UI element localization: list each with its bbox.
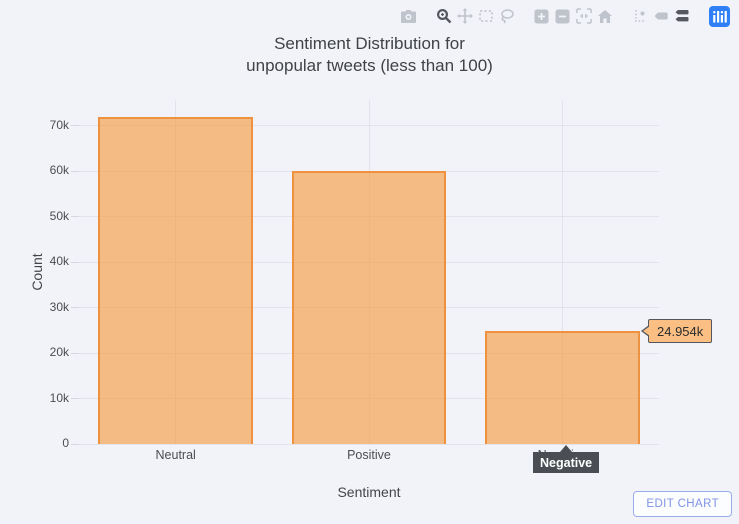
- y-tick-label: 20k: [49, 345, 69, 360]
- zoom-in-icon[interactable]: [531, 5, 552, 27]
- hover-closest-icon[interactable]: [650, 5, 671, 27]
- pan-icon[interactable]: [454, 5, 475, 27]
- y-tick-mark: [71, 352, 79, 354]
- y-tick-mark: [71, 216, 79, 218]
- y-tick-mark: [71, 398, 79, 400]
- zoom-out-icon[interactable]: [552, 5, 573, 27]
- zoom-icon[interactable]: [433, 5, 454, 27]
- y-tick-label: 0: [62, 436, 69, 450]
- bar-neutral[interactable]: [98, 117, 253, 444]
- y-tick-label: 70k: [49, 117, 69, 132]
- lasso-select-icon[interactable]: [496, 5, 517, 27]
- plot-area[interactable]: 010k20k30k40k50k60k70kNeutralPositiveNeg…: [50, 100, 659, 462]
- y-tick-mark: [71, 307, 79, 309]
- y-tick-label: 40k: [49, 254, 69, 269]
- hover-value-text: 24.954k: [657, 323, 704, 339]
- plotly-logo-icon[interactable]: [706, 5, 732, 27]
- y-gridline: [79, 443, 659, 445]
- y-tick-label: 30k: [49, 299, 69, 314]
- x-tick-label: Neutral: [155, 448, 196, 462]
- spikelines-icon[interactable]: [629, 5, 650, 27]
- x-axis-hover-text: Negative: [540, 455, 593, 470]
- chart-title-line1: Sentiment Distribution for: [274, 34, 465, 53]
- bar-positive[interactable]: [291, 170, 447, 444]
- modebar: [398, 5, 732, 27]
- y-tick-mark: [71, 261, 79, 263]
- hover-value-label: 24.954k: [640, 319, 713, 343]
- camera-icon[interactable]: [398, 5, 419, 27]
- y-tick-mark: [71, 170, 79, 172]
- hover-compare-icon[interactable]: [671, 5, 692, 27]
- y-tick-label: 60k: [49, 163, 69, 178]
- x-axis-hover-tooltip: Negative: [533, 445, 600, 473]
- box-select-icon[interactable]: [475, 5, 496, 27]
- x-gridline: [561, 100, 563, 444]
- x-tick-label: Positive: [347, 448, 391, 462]
- autoscale-icon[interactable]: [573, 5, 594, 27]
- y-tick-mark: [71, 443, 79, 445]
- edit-chart-button[interactable]: EDIT CHART: [633, 491, 732, 517]
- y-tick-label: 50k: [49, 208, 69, 223]
- y-tick-label: 10k: [49, 390, 69, 405]
- bar-negative[interactable]: [485, 330, 640, 444]
- reset-axes-icon[interactable]: [594, 5, 615, 27]
- x-axis-title: Sentiment: [337, 484, 401, 500]
- chart-title: Sentiment Distribution for unpopular twe…: [0, 33, 739, 77]
- chart-title-line2: unpopular tweets (less than 100): [246, 56, 493, 75]
- y-tick-mark: [71, 125, 79, 127]
